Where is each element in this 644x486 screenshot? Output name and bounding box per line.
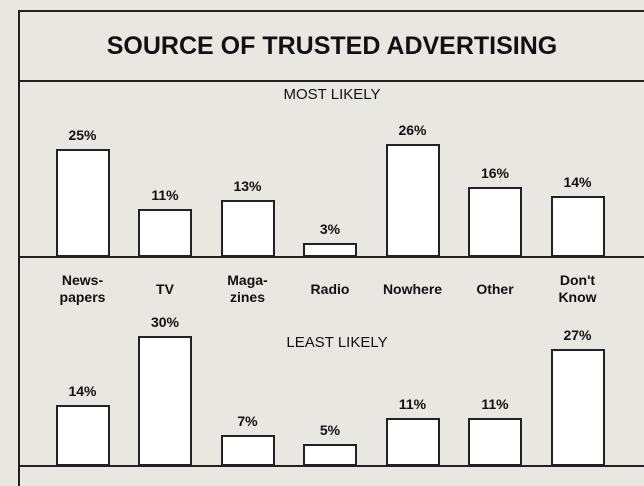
x-tick-label: TV	[156, 281, 174, 297]
bar	[550, 348, 605, 466]
data-label: 16%	[480, 165, 510, 182]
data-label: 25%	[68, 126, 97, 143]
data-label: 5%	[319, 421, 341, 438]
bar	[138, 208, 192, 257]
bar	[385, 144, 440, 257]
x-tick-label: Nowhere	[382, 281, 443, 297]
x-tick-label: Other	[476, 281, 514, 297]
bar	[385, 417, 440, 466]
chart-title: SOURCE OF TRUSTED ADVERTISING	[106, 32, 558, 60]
data-label: 7%	[237, 412, 258, 429]
x-tick-label: News- papers	[59, 272, 106, 305]
chart-subtitle: MOST LIKELY	[283, 86, 381, 103]
data-label: 27%	[563, 326, 592, 343]
x-tick-label: Radio	[310, 281, 350, 297]
bar	[220, 434, 275, 466]
data-label: 26%	[398, 122, 427, 139]
bar	[468, 417, 522, 466]
bar	[138, 336, 192, 466]
data-label: 3%	[319, 221, 341, 238]
bar	[303, 243, 357, 257]
chart-subtitle: LEAST LIKELY	[286, 334, 388, 351]
bar	[550, 195, 605, 257]
bar	[55, 404, 110, 466]
baseline	[20, 465, 644, 467]
rule	[18, 80, 644, 82]
x-tick-label: Don't Know	[558, 272, 597, 305]
data-label: 11%	[481, 395, 509, 412]
data-label: 13%	[233, 178, 262, 195]
bar	[55, 148, 110, 257]
bar	[468, 187, 522, 257]
bar	[220, 200, 275, 257]
data-label: 11%	[151, 186, 179, 203]
data-label: 30%	[150, 314, 180, 330]
data-label: 11%	[398, 395, 427, 412]
data-label: 14%	[68, 382, 97, 399]
bar	[303, 443, 357, 466]
frame	[18, 10, 644, 12]
frame	[18, 10, 20, 486]
baseline	[20, 256, 644, 258]
x-tick-label: Maga- zines	[227, 272, 268, 305]
data-label: 14%	[563, 173, 592, 190]
